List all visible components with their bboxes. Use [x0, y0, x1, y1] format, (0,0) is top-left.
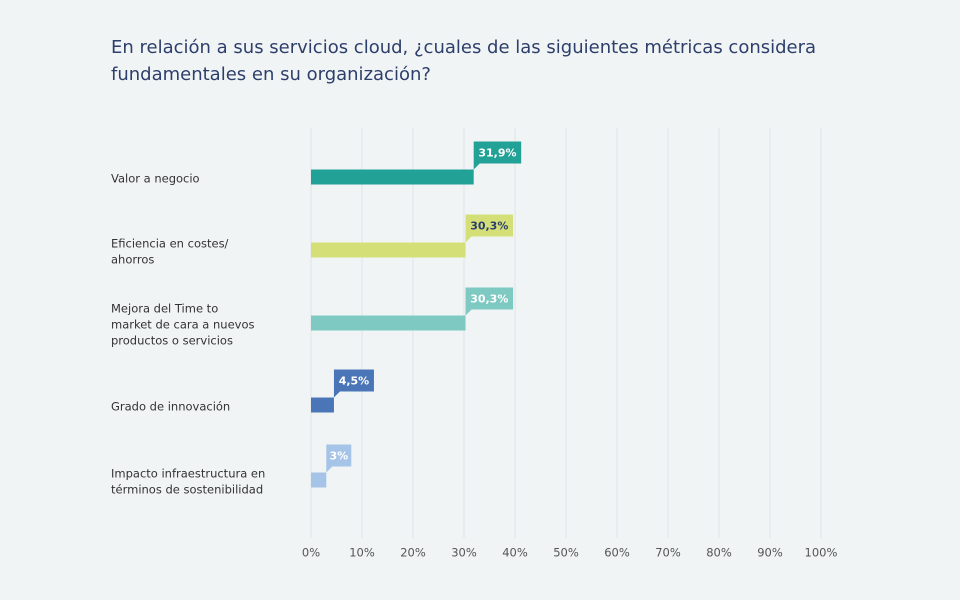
category-label: ahorros — [111, 253, 154, 267]
bar — [311, 242, 466, 258]
value-label-pointer — [326, 466, 333, 473]
x-tick-label: 60% — [604, 546, 630, 560]
category-label: Eficiencia en costes/ — [111, 237, 229, 251]
value-label-pointer — [473, 163, 480, 170]
x-tick-label: 50% — [553, 546, 579, 560]
x-tick-label: 0% — [302, 546, 320, 560]
category-label: Mejora del Time to — [111, 302, 218, 316]
value-label-pointer — [465, 236, 472, 243]
value-label-pointer — [333, 391, 340, 398]
x-tick-label: 10% — [349, 546, 375, 560]
category-label: productos o servicios — [111, 334, 233, 348]
bar — [311, 315, 466, 331]
value-label-box — [333, 369, 374, 392]
x-tick-label: 100% — [805, 546, 838, 560]
category-label: market de cara a nuevos — [111, 318, 255, 332]
bar — [311, 169, 474, 185]
value-label: 4,5% — [339, 375, 370, 388]
category-label: Impacto infraestructura en — [111, 467, 265, 481]
value-label-box — [465, 214, 514, 237]
value-label: 30,3% — [470, 293, 508, 306]
bar — [311, 472, 327, 488]
bar — [311, 397, 334, 413]
x-tick-label: 30% — [451, 546, 477, 560]
x-tick-label: 40% — [502, 546, 528, 560]
category-label: términos de sostenibilidad — [111, 483, 263, 497]
x-tick-label: 70% — [655, 546, 681, 560]
category-label: Grado de innovación — [111, 400, 230, 414]
chart-title: En relación a sus servicios cloud, ¿cual… — [111, 37, 816, 58]
x-tick-label: 80% — [706, 546, 732, 560]
value-label: 3% — [329, 450, 348, 463]
value-label-pointer — [465, 309, 472, 316]
x-tick-label: 90% — [757, 546, 783, 560]
chart-title: fundamentales en su organización? — [111, 64, 431, 85]
x-tick-label: 20% — [400, 546, 426, 560]
value-label-box — [326, 444, 352, 467]
value-label-box — [465, 287, 514, 310]
category-label: Valor a negocio — [111, 172, 200, 186]
value-label: 31,9% — [478, 147, 516, 160]
value-label: 30,3% — [470, 220, 508, 233]
value-label-box — [473, 141, 522, 164]
